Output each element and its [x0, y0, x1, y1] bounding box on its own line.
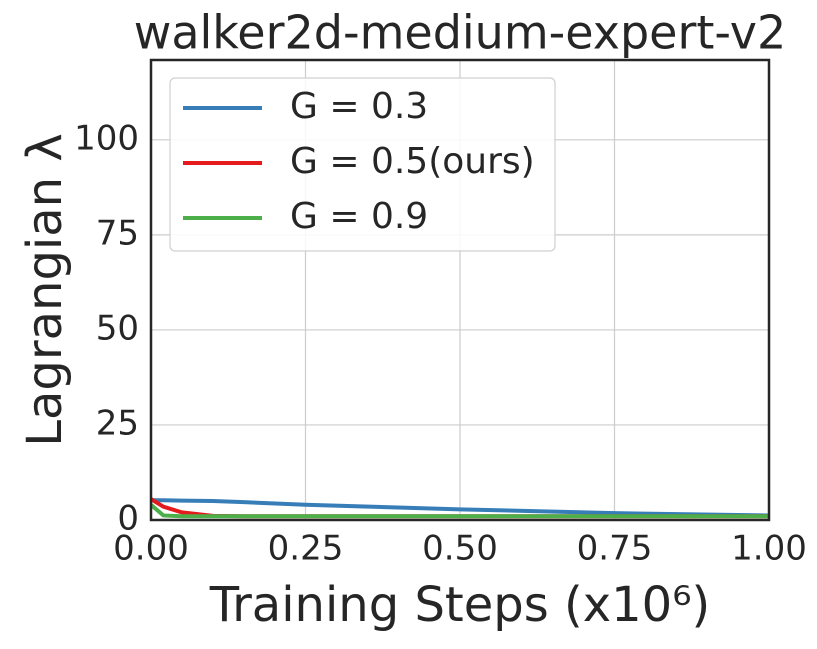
- legend-box: [169, 77, 556, 252]
- series-line: [149, 503, 769, 519]
- series-line: [151, 498, 770, 518]
- y-tick-label: 0: [117, 499, 139, 539]
- x-tick-label: 0.50: [422, 529, 498, 569]
- legend-label: G = 0.3: [290, 86, 428, 127]
- y-tick-label: 75: [96, 213, 139, 253]
- legend-label: G = 0.5(ours): [290, 141, 535, 182]
- x-axis-label: Training Steps (x10⁶): [209, 577, 710, 633]
- chart-title: walker2d-medium-expert-v2: [134, 6, 787, 60]
- x-tick-label: 0.75: [577, 529, 653, 569]
- plot-frame: [149, 58, 771, 522]
- x-tick-label: 1.00: [731, 529, 807, 569]
- legend-label: G = 0.9: [290, 196, 428, 237]
- y-tick-label: 25: [96, 403, 139, 443]
- y-tick-label: 100: [74, 118, 139, 158]
- y-axis-label: Lagrangian λ: [17, 133, 73, 447]
- x-tick-label: 0.00: [113, 529, 189, 569]
- x-tick-label: 0.25: [268, 529, 344, 569]
- y-tick-label: 50: [96, 308, 139, 348]
